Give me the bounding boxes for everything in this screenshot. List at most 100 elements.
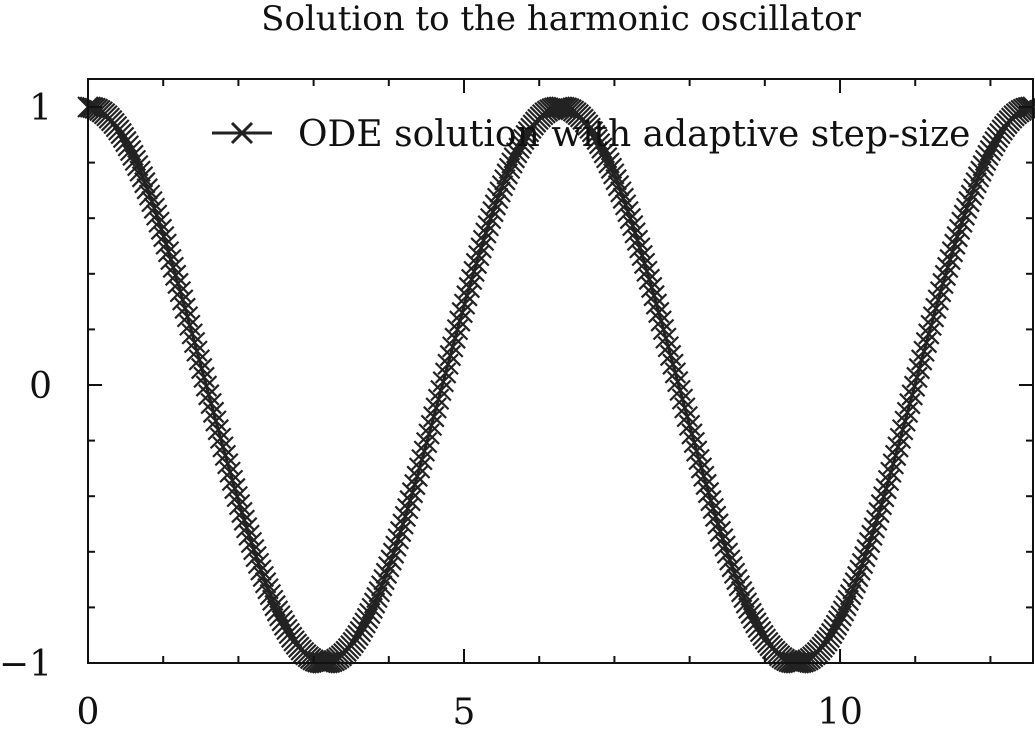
marker-stroke — [638, 268, 661, 291]
marker-stroke — [378, 555, 400, 578]
legend-label: ODE solution with adaptive step-size — [298, 114, 970, 155]
marker-stroke — [553, 96, 575, 119]
marker-stroke — [198, 384, 220, 406]
marker-stroke — [446, 318, 469, 341]
data-point — [842, 578, 864, 600]
data-point — [359, 602, 381, 625]
data-point — [655, 327, 677, 349]
marker-stroke — [479, 207, 502, 230]
marker-stroke — [903, 375, 926, 397]
data-point — [401, 481, 424, 504]
marker-stroke — [711, 528, 734, 550]
data-point — [219, 461, 241, 483]
data-point — [214, 444, 237, 467]
marker-stroke — [157, 240, 180, 263]
marker-stroke — [666, 370, 689, 393]
marker-stroke — [671, 388, 694, 410]
marker-stroke — [910, 349, 933, 371]
data-point — [394, 505, 417, 528]
marker-stroke — [690, 457, 713, 479]
marker-stroke — [240, 531, 263, 554]
marker-stroke — [714, 535, 736, 557]
legend: ODE solution with adaptive step-size — [212, 114, 970, 155]
data-point — [657, 335, 680, 358]
data-point — [432, 370, 455, 393]
data-point — [224, 477, 246, 500]
data-point — [674, 397, 696, 419]
data-point — [934, 264, 957, 287]
data-point — [243, 538, 265, 561]
data-point — [726, 568, 748, 591]
marker-stroke — [124, 149, 147, 172]
marker-stroke — [927, 289, 950, 311]
data-point — [148, 211, 170, 233]
marker-stroke — [645, 293, 668, 315]
data-point — [231, 501, 253, 524]
data-point — [252, 565, 275, 588]
data-point — [174, 297, 196, 320]
chart-title: Solution to the harmonic oscillator — [261, 0, 861, 39]
marker-stroke — [252, 565, 275, 588]
data-point — [126, 154, 149, 177]
data-point — [617, 200, 639, 223]
marker-stroke — [967, 166, 990, 188]
marker-stroke — [181, 323, 203, 345]
data-point — [202, 401, 225, 424]
data-point — [205, 410, 227, 432]
marker-stroke — [486, 187, 509, 210]
marker-stroke — [633, 252, 656, 275]
marker-stroke — [963, 178, 985, 200]
marker-stroke — [908, 357, 931, 380]
marker-stroke — [160, 248, 182, 271]
data-point — [915, 331, 938, 354]
data-point — [238, 524, 260, 546]
marker-stroke — [695, 473, 717, 496]
data-point — [209, 427, 232, 450]
marker-stroke — [131, 166, 154, 188]
marker-stroke — [366, 586, 388, 609]
marker-stroke — [631, 244, 653, 267]
data-point — [721, 555, 743, 578]
data-point — [441, 336, 464, 358]
data-point — [250, 559, 272, 581]
marker-stroke — [224, 477, 246, 500]
data-point — [254, 571, 277, 594]
data-point — [884, 444, 907, 467]
data-point — [145, 204, 168, 226]
data-point — [972, 154, 995, 177]
marker-stroke — [875, 477, 897, 500]
marker-stroke — [697, 481, 720, 504]
data-point — [648, 301, 670, 324]
marker-stroke — [607, 174, 630, 197]
marker-stroke — [373, 568, 395, 591]
data-point — [212, 436, 234, 458]
data-point — [375, 562, 398, 585]
data-point — [453, 293, 476, 315]
marker-stroke — [408, 457, 431, 479]
marker-stroke — [591, 137, 613, 159]
marker-stroke — [681, 423, 703, 445]
data-point — [451, 301, 473, 324]
marker-stroke — [906, 366, 928, 389]
marker-stroke — [846, 565, 869, 588]
marker-stroke — [186, 340, 208, 362]
data-point — [198, 384, 220, 406]
marker-stroke — [610, 181, 632, 203]
marker-stroke — [269, 605, 291, 627]
data-point — [463, 260, 485, 283]
marker-stroke — [375, 562, 398, 585]
marker-stroke — [129, 160, 151, 182]
data-point — [711, 528, 734, 550]
data-point — [875, 477, 897, 500]
marker-stroke — [392, 513, 414, 535]
data-point — [868, 501, 890, 524]
marker-stroke — [643, 284, 665, 307]
data-point — [245, 545, 267, 568]
marker-stroke — [138, 184, 161, 206]
data-point — [882, 453, 905, 475]
data-point — [662, 353, 684, 375]
data-point — [434, 362, 457, 384]
data-point — [129, 160, 151, 182]
data-point — [465, 252, 488, 275]
data-point — [719, 549, 741, 571]
